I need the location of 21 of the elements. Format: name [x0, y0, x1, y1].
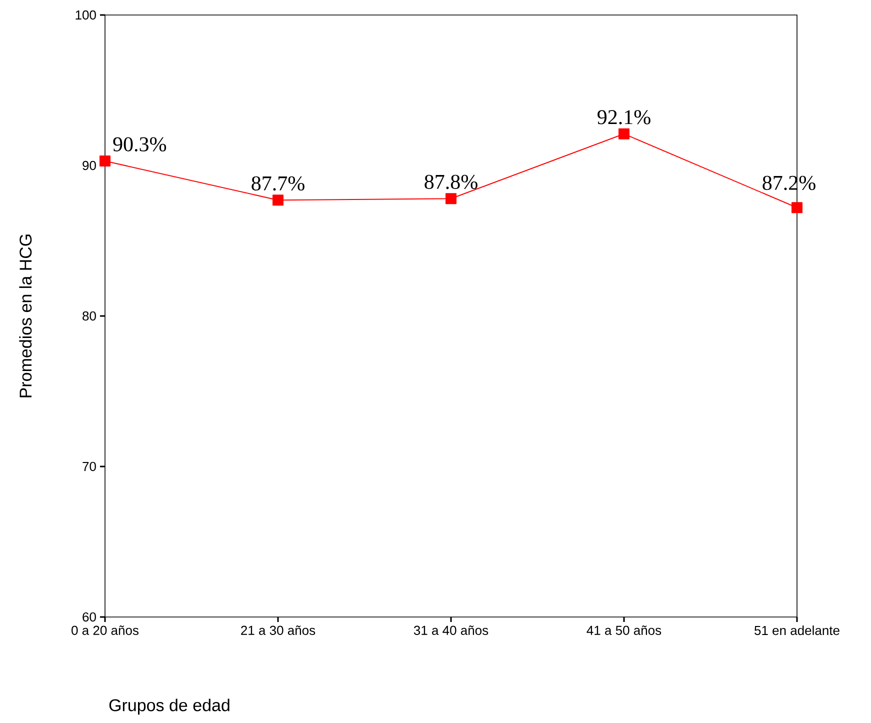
y-tick-label: 60: [82, 612, 96, 622]
point: [100, 155, 111, 166]
y-axis-title: Promedios en la HCG: [19, 234, 32, 398]
y-tick-label: 90: [82, 160, 96, 170]
x-axis-title: Grupos de edad: [109, 698, 230, 715]
x-tick-label: 0 a 20 años: [72, 626, 138, 635]
y-tick-label: 100: [76, 10, 96, 20]
point: [791, 202, 802, 214]
x-tick-label: 41 a 50 años: [586, 626, 662, 635]
point: [446, 193, 456, 204]
data-label: 90.3%: [113, 137, 166, 152]
point: [618, 128, 630, 140]
data-label: 87.7%: [252, 176, 304, 191]
x-tick-label: 31 a 40 años: [414, 626, 488, 635]
x-tick-label: 51 en adelante: [754, 626, 840, 636]
data-label: 92.1%: [598, 110, 650, 124]
y-tick-label: 70: [82, 462, 96, 472]
point: [272, 194, 284, 206]
y-tick-label: 80: [82, 311, 96, 321]
data-label: 87.8%: [424, 174, 478, 190]
x-tick-label: 21 a 30 años: [241, 626, 316, 635]
